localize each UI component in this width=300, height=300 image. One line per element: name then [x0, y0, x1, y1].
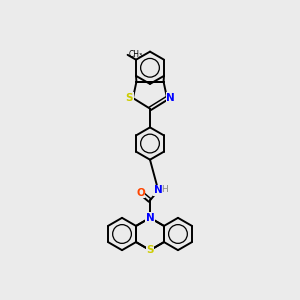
- Text: O: O: [136, 188, 145, 197]
- Text: N: N: [146, 213, 154, 223]
- Text: H: H: [161, 185, 168, 194]
- Text: CH₃: CH₃: [129, 50, 143, 59]
- Text: S: S: [126, 93, 133, 103]
- Text: N: N: [166, 93, 175, 103]
- Text: N: N: [154, 185, 163, 196]
- Text: S: S: [146, 245, 154, 255]
